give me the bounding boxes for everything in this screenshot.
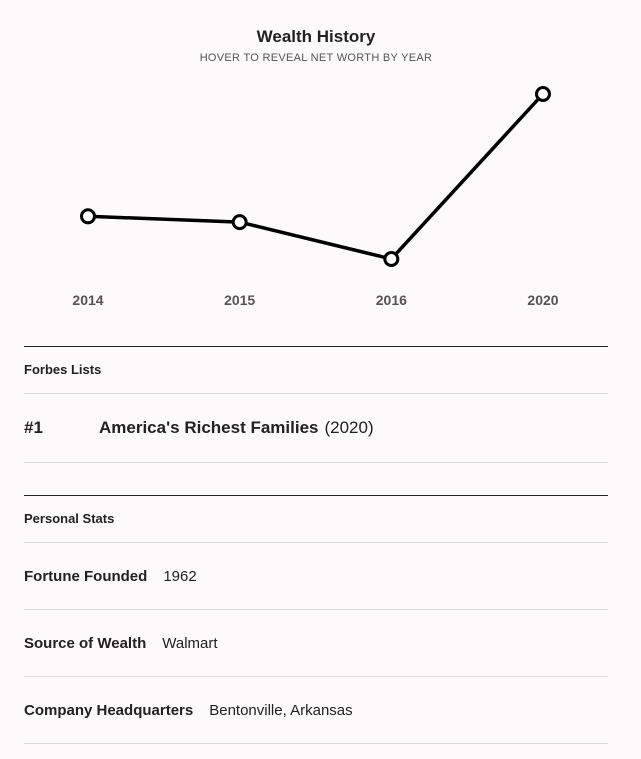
stat-value: Bentonville, Arkansas [209,701,353,719]
points-layer [80,86,551,267]
line-layer [87,92,545,261]
data-point-2015[interactable] [231,214,248,231]
stat-row-company-headquarters: Company Headquarters Bentonville, Arkans… [24,677,608,744]
series-line [87,92,545,261]
list-year: (2020) [324,418,374,437]
stat-label: Source of Wealth [24,634,147,652]
forbes-lists-section: Forbes Lists #1 America's Richest Famili… [24,346,608,463]
x-tick-label: 2015 [224,292,255,308]
x-tick-label: 2020 [527,292,558,308]
personal-stats-header: Personal Stats [24,496,608,543]
wealth-history-chart: 2014 2015 2016 2020 [72,86,559,308]
stat-label: Fortune Founded [24,567,148,585]
stat-row-source-of-wealth: Source of Wealth Walmart [24,610,608,677]
stat-label: Company Headquarters [24,701,194,719]
section-divider [24,495,608,496]
list-rank: #1 [24,418,43,437]
stat-value: 1962 [163,567,197,585]
chart-title: Wealth History [256,27,376,46]
forbes-lists-header: Forbes Lists [24,347,608,394]
personal-stats-section: Personal Stats Fortune Founded 1962 Sour… [24,495,608,744]
list-item[interactable]: #1 America's Richest Families (2020) [24,394,608,463]
stat-value: Walmart [162,634,218,652]
stat-row-fortune-founded: Fortune Founded 1962 [24,543,608,610]
data-point-2020[interactable] [535,86,551,102]
data-point-2016[interactable] [383,251,400,267]
data-point-2014[interactable] [80,208,96,225]
x-tick-label: 2014 [72,292,103,308]
section-divider [24,346,608,347]
x-tick-label: 2016 [376,292,407,308]
x-axis-ticks: 2014 2015 2016 2020 [72,292,558,308]
chart-subtitle: HOVER TO REVEAL NET WORTH BY YEAR [199,52,433,64]
list-name[interactable]: America's Richest Families [99,418,319,437]
